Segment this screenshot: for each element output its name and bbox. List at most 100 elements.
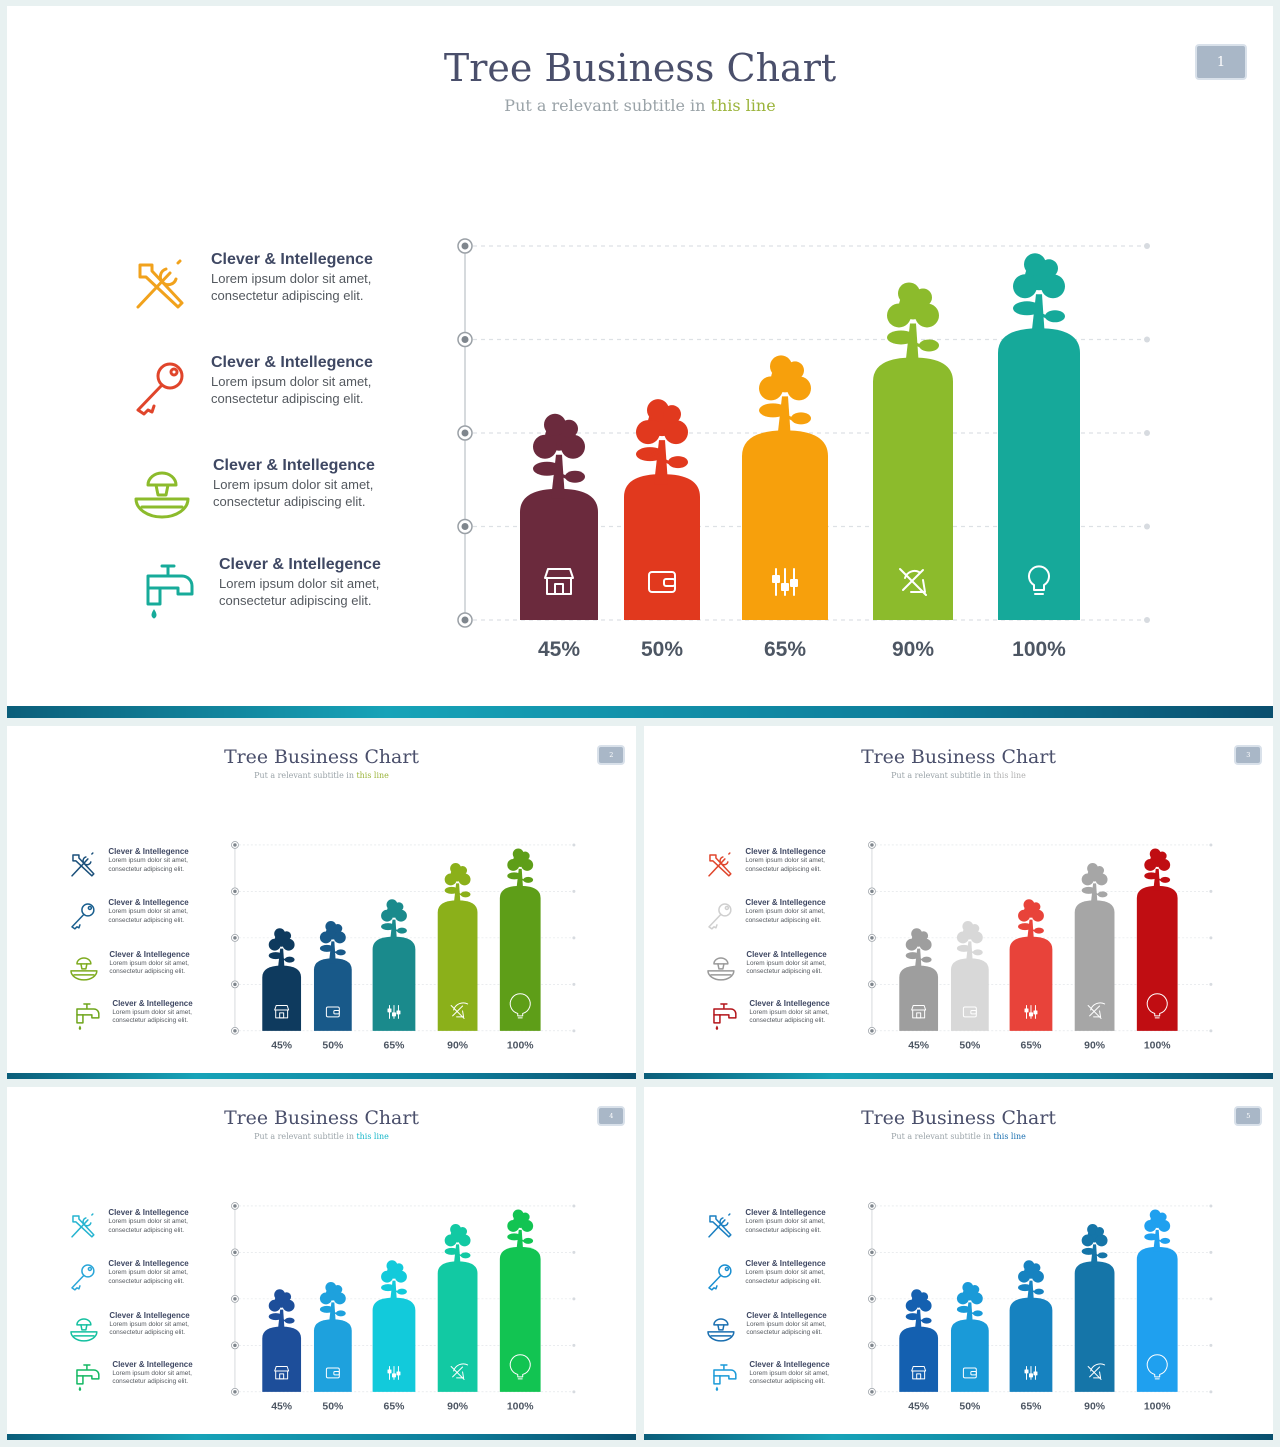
- x-tick-label: 45%: [271, 1041, 292, 1052]
- axis-marker-dot: [232, 936, 237, 940]
- grid-end-dot: [572, 1251, 576, 1255]
- slide-subtitle: Put a relevant subtitle in this line: [7, 771, 636, 780]
- feature-text: Clever & Intellegence Lorem ipsum dolor s…: [112, 999, 192, 1026]
- axis-marker-dot: [869, 889, 874, 894]
- feature-item: Clever & Intellegence Lorem ipsum dolor s…: [706, 1360, 830, 1395]
- grid-end-dot: [572, 1029, 576, 1033]
- bar: [1074, 900, 1115, 1032]
- bar: [950, 1319, 989, 1393]
- subtitle-text: Put a relevant subtitle in: [254, 1131, 357, 1141]
- axis-marker-dot: [232, 1250, 237, 1255]
- feature-text: Clever & Intellegence Lorem ipsum dolor s…: [211, 353, 373, 407]
- juicer-icon: [703, 1311, 740, 1346]
- x-tick-label: 65%: [1020, 1041, 1041, 1052]
- feature-body-line: consectetur adipiscing elit.: [108, 916, 185, 924]
- page-number-badge[interactable]: 2: [597, 744, 626, 765]
- feature-item: Clever & Intellegence Lorem ipsum dolor s…: [123, 250, 373, 320]
- feature-text: Clever & Intellegence Lorem ipsum dolor s…: [109, 1311, 189, 1338]
- slide-footer-band: [644, 1073, 1273, 1079]
- key-icon: [65, 1259, 102, 1294]
- subtitle-highlight: this line: [993, 770, 1026, 780]
- slide-subtitle: Put a relevant subtitle in this line: [644, 1132, 1273, 1141]
- subtitle-text: Put a relevant subtitle in: [891, 770, 994, 780]
- faucet-icon: [69, 1360, 106, 1395]
- feature-heading: Clever & Intellegence: [749, 1359, 830, 1369]
- feature-heading: Clever & Intellegence: [108, 1259, 189, 1269]
- grid-end-dot: [572, 1297, 576, 1301]
- feature-text: Clever & Intellegence Lorem ipsum dolor s…: [746, 1311, 826, 1338]
- bar-100%: [499, 1209, 541, 1393]
- feature-body-line: consectetur adipiscing elit.: [112, 1017, 189, 1025]
- feature-text: Clever & Intellegence Lorem ipsum dolor s…: [211, 250, 373, 304]
- grid-end-dot: [1144, 336, 1150, 343]
- bar: [520, 488, 598, 620]
- key-icon: [123, 353, 197, 423]
- axis-marker-dot: [869, 1204, 874, 1209]
- page-number-badge[interactable]: 4: [597, 1105, 626, 1126]
- slide-title: Tree Business Chart: [224, 1106, 419, 1129]
- x-tick-label: 100%: [507, 1041, 534, 1052]
- slide-footer-band: [7, 1434, 636, 1440]
- grid-end-dot: [1209, 1344, 1213, 1348]
- x-tick-label: 90%: [1084, 1041, 1105, 1052]
- slide-thumb-2: Tree Business Chart Put a relevant subtit…: [7, 726, 636, 1079]
- grid-end-dot: [572, 1204, 576, 1208]
- feature-body-line: Lorem ipsum dolor sit amet,: [112, 1369, 192, 1377]
- feature-body-line: consectetur adipiscing elit.: [108, 1226, 185, 1234]
- bar: [437, 900, 478, 1032]
- bar: [873, 357, 953, 620]
- feature-body-line: Lorem ipsum dolor sit amet,: [746, 959, 826, 967]
- feature-body-line: Lorem ipsum dolor sit amet,: [108, 908, 188, 916]
- grid-end-dot: [572, 890, 576, 894]
- bell-off-icon: [1087, 1002, 1105, 1020]
- axis-marker-dot: [869, 982, 874, 987]
- bell-off-icon: [450, 1002, 468, 1020]
- page-number-badge[interactable]: 1: [1195, 44, 1247, 80]
- feature-body-line: consectetur adipiscing elit.: [745, 916, 822, 924]
- feature-heading: Clever & Intellegence: [219, 556, 381, 573]
- slide-footer-band: [644, 1434, 1273, 1440]
- feature-heading: Clever & Intellegence: [749, 998, 830, 1008]
- x-tick-label: 45%: [538, 638, 580, 661]
- feature-heading: Clever & Intellegence: [109, 949, 190, 959]
- x-tick-label: 90%: [892, 638, 934, 661]
- axis-marker-dot: [232, 843, 237, 848]
- shop-icon: [910, 1366, 926, 1380]
- bar-45%: [261, 928, 301, 1032]
- feature-item: Clever & Intellegence Lorem ipsum dolor s…: [702, 1208, 826, 1243]
- bar: [1136, 886, 1178, 1032]
- bulb-icon: [1146, 1354, 1168, 1380]
- feature-item: Clever & Intellegence Lorem ipsum dolor s…: [123, 353, 373, 423]
- feature-item: Clever & Intellegence Lorem ipsum dolor s…: [66, 950, 190, 985]
- feature-body-line: consectetur adipiscing elit.: [746, 968, 823, 976]
- bar: [372, 1297, 416, 1393]
- x-tick-label: 90%: [447, 1041, 468, 1052]
- bar-50%: [950, 1282, 989, 1393]
- bar: [313, 1319, 352, 1393]
- x-tick-label: 50%: [959, 1041, 980, 1052]
- feature-body-line: consectetur adipiscing elit.: [211, 391, 364, 406]
- feature-heading: Clever & Intellegence: [745, 1208, 826, 1218]
- bell-off-icon: [899, 568, 927, 596]
- grid-end-dot: [1209, 983, 1213, 987]
- feature-heading: Clever & Intellegence: [211, 251, 373, 268]
- page-number-badge[interactable]: 5: [1234, 1105, 1263, 1126]
- feature-item: Clever & Intellegence Lorem ipsum dolor s…: [131, 555, 381, 625]
- grid-end-dot: [1209, 1204, 1213, 1208]
- feature-text: Clever & Intellegence Lorem ipsum dolor s…: [746, 950, 826, 977]
- feature-body-line: consectetur adipiscing elit.: [109, 1329, 186, 1337]
- bar: [1009, 936, 1053, 1032]
- feature-body-line: Lorem ipsum dolor sit amet,: [211, 374, 372, 389]
- page-number-badge[interactable]: 3: [1234, 744, 1263, 765]
- grid-end-dot: [1144, 617, 1150, 623]
- bar-90%: [1074, 863, 1115, 1032]
- tools-icon: [702, 1208, 739, 1243]
- slide-thumb-5: Tree Business Chart Put a relevant subtit…: [644, 1087, 1273, 1440]
- subtitle-highlight: this line: [356, 770, 389, 780]
- feature-body-line: consectetur adipiscing elit.: [109, 968, 186, 976]
- feature-body-line: consectetur adipiscing elit.: [112, 1378, 189, 1386]
- feature-item: Clever & Intellegence Lorem ipsum dolor s…: [703, 950, 827, 985]
- feature-text: Clever & Intellegence Lorem ipsum dolor s…: [745, 1208, 825, 1235]
- feature-item: Clever & Intellegence Lorem ipsum dolor s…: [65, 898, 189, 933]
- feature-item: Clever & Intellegence Lorem ipsum dolor s…: [702, 847, 826, 882]
